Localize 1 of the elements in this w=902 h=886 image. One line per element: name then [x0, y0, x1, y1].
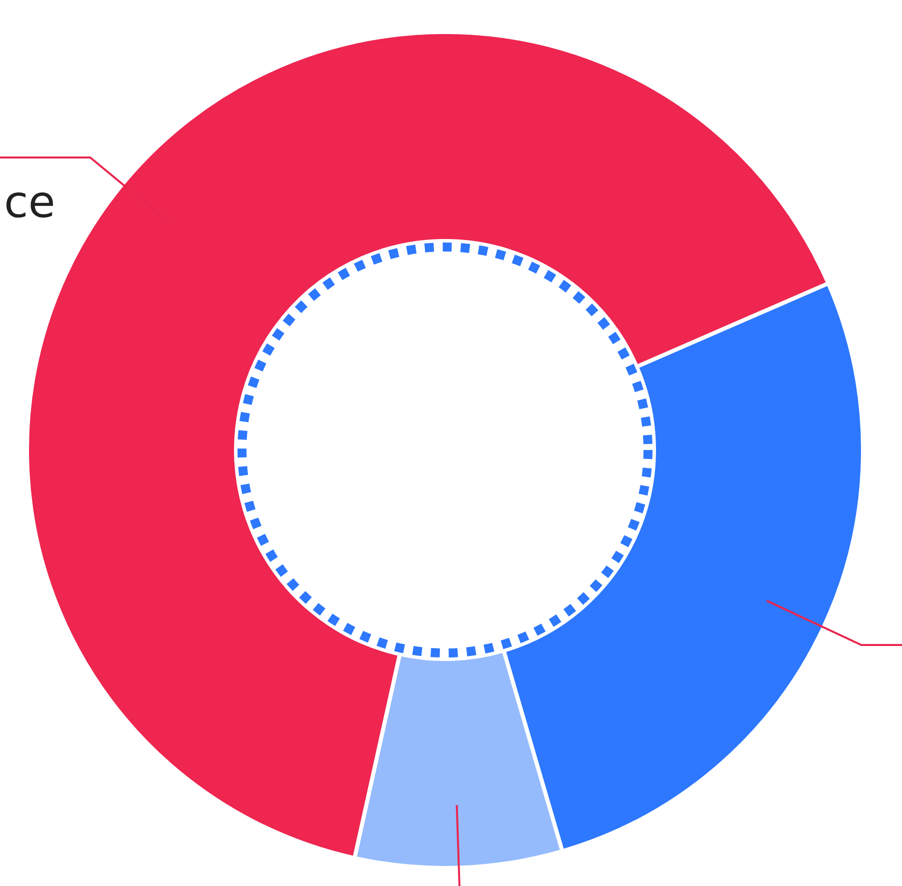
slice-label: ce: [4, 176, 56, 228]
